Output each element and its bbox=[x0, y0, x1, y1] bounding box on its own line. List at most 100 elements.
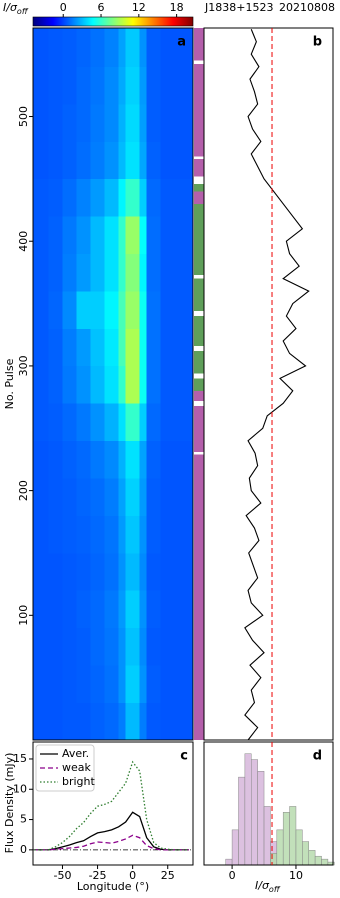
heat-cell bbox=[118, 291, 126, 329]
heat-cell bbox=[139, 403, 147, 442]
heat-cell bbox=[104, 216, 119, 254]
heat-cell bbox=[48, 702, 63, 741]
heat-cell bbox=[104, 178, 119, 217]
heat-cell bbox=[48, 478, 63, 516]
state-segment bbox=[194, 350, 204, 374]
heat-cell bbox=[48, 665, 63, 703]
hist-bar bbox=[308, 850, 316, 866]
heat-cell bbox=[76, 665, 91, 703]
heat-cell bbox=[160, 552, 194, 591]
heat-cell bbox=[76, 403, 91, 442]
heat-cell bbox=[48, 328, 63, 367]
heat-cell bbox=[160, 365, 194, 404]
heat-cell bbox=[62, 216, 77, 254]
heat-cell bbox=[125, 515, 140, 554]
heat-cell bbox=[125, 328, 140, 367]
heat-cell bbox=[90, 253, 105, 292]
heat-cell bbox=[76, 478, 91, 516]
heat-cell bbox=[125, 216, 140, 254]
heat-cell bbox=[104, 28, 119, 67]
source-name: J1838+1523 bbox=[204, 1, 273, 14]
heat-cell bbox=[146, 104, 162, 142]
colorbar-tick-label: 0 bbox=[60, 1, 67, 14]
x-tick-label: 25 bbox=[161, 869, 175, 882]
heat-cell bbox=[62, 178, 77, 217]
x-axis-label: I/σoff bbox=[255, 879, 281, 894]
heat-cell bbox=[48, 365, 63, 404]
heat-cell bbox=[118, 515, 126, 554]
hist-bar bbox=[251, 759, 258, 866]
heat-cell bbox=[90, 66, 105, 105]
heat-cell bbox=[48, 104, 63, 142]
heat-cell bbox=[90, 328, 105, 367]
heat-cell bbox=[76, 66, 91, 105]
panel-label: b bbox=[313, 35, 322, 50]
heat-cell bbox=[139, 178, 147, 217]
heat-cell bbox=[90, 590, 105, 629]
heat-cell bbox=[33, 365, 49, 404]
heat-cell bbox=[62, 478, 77, 516]
heat-cell bbox=[139, 590, 147, 629]
y-tick-label: 500 bbox=[17, 106, 30, 127]
heat-cell bbox=[118, 403, 126, 442]
heat-cell bbox=[62, 66, 77, 105]
heat-cell bbox=[125, 141, 140, 180]
heat-cell bbox=[76, 440, 91, 479]
heat-cell bbox=[125, 552, 140, 591]
state-segment bbox=[194, 60, 204, 65]
heat-cell bbox=[33, 178, 49, 217]
hist-bar bbox=[225, 858, 233, 866]
frame bbox=[203, 27, 334, 741]
state-segment bbox=[194, 203, 204, 275]
hist-bar bbox=[231, 829, 239, 866]
state-segment bbox=[194, 176, 204, 184]
profile-line bbox=[34, 834, 189, 851]
x-tick-label: 0 bbox=[129, 869, 136, 882]
y-tick-label: 400 bbox=[17, 231, 30, 252]
heat-cell bbox=[118, 365, 126, 404]
heat-cell bbox=[76, 702, 91, 741]
x-tick-label: -25 bbox=[89, 869, 107, 882]
heat-cell bbox=[146, 440, 162, 479]
heat-cell bbox=[104, 627, 119, 666]
heat-cell bbox=[104, 440, 119, 479]
heat-cell bbox=[139, 665, 147, 703]
heat-cell bbox=[62, 665, 77, 703]
heat-cell bbox=[125, 478, 140, 516]
heat-cell bbox=[139, 253, 147, 292]
heat-cell bbox=[76, 141, 91, 180]
legend-box bbox=[35, 744, 95, 792]
frame bbox=[32, 27, 194, 741]
y-tick-label: 15 bbox=[13, 752, 27, 765]
heat-cell bbox=[62, 702, 77, 741]
heat-cell bbox=[118, 141, 126, 180]
hist-bar bbox=[302, 841, 309, 866]
y-tick-label: 100 bbox=[17, 605, 30, 626]
heat-cell bbox=[48, 28, 63, 67]
heat-cell bbox=[125, 28, 140, 67]
heat-cell bbox=[33, 403, 49, 442]
heat-cell bbox=[104, 515, 119, 554]
heat-cell bbox=[62, 515, 77, 554]
heat-cell bbox=[104, 328, 119, 367]
heat-cell bbox=[90, 365, 105, 404]
heat-cell bbox=[160, 66, 194, 105]
heat-cell bbox=[146, 515, 162, 554]
heat-cell bbox=[33, 291, 49, 329]
heat-cell bbox=[160, 440, 194, 479]
legend-label: weak bbox=[62, 761, 92, 774]
heat-cell bbox=[48, 627, 63, 666]
heat-cell bbox=[33, 665, 49, 703]
heat-cell bbox=[118, 178, 126, 217]
heat-cell bbox=[125, 440, 140, 479]
heat-cell bbox=[90, 665, 105, 703]
heat-cell bbox=[104, 590, 119, 629]
heat-cell bbox=[62, 403, 77, 442]
heat-cell bbox=[90, 216, 105, 254]
profile-line bbox=[34, 760, 189, 851]
heat-cell bbox=[104, 66, 119, 105]
heat-cell bbox=[125, 590, 140, 629]
x-axis-label-sub: off bbox=[269, 885, 281, 894]
heat-cell bbox=[48, 178, 63, 217]
heat-cell bbox=[118, 702, 126, 741]
